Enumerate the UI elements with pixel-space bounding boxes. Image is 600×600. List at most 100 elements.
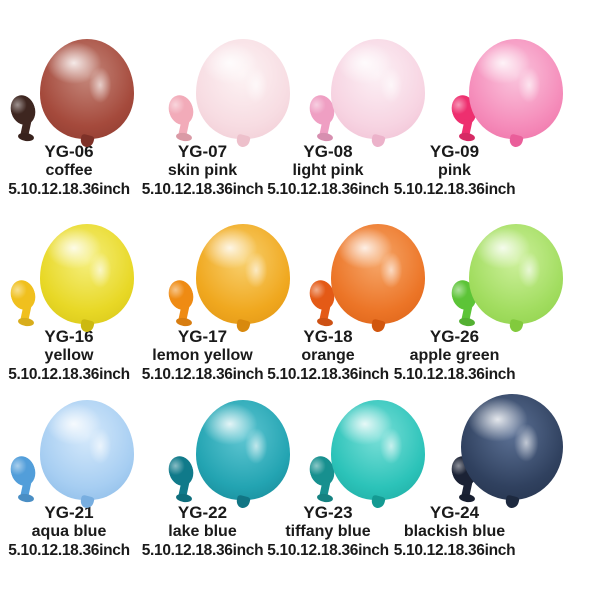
balloon-image (196, 224, 290, 334)
balloon-photo (0, 388, 138, 510)
balloon-photo (389, 208, 563, 334)
deflated-balloon-image (164, 453, 198, 504)
color-name: yellow (44, 347, 94, 364)
size-list: 5.10.12.18.36inch (393, 181, 516, 198)
product-code: YG-16 (44, 327, 94, 346)
color-name: blackish blue (403, 523, 506, 540)
product-code: YG-09 (429, 142, 480, 161)
size-list: 5.10.12.18.36inch (141, 542, 264, 559)
deflated-balloon-mouth (17, 492, 35, 504)
balloon-knot (235, 494, 251, 510)
balloon-knot (508, 133, 524, 149)
color-name: lemon yellow (152, 347, 253, 364)
balloon-image (461, 394, 563, 510)
balloon-photo (267, 388, 425, 510)
size-list: 5.10.12.18.36inch (393, 542, 516, 559)
product-code: YG-17 (177, 327, 228, 346)
balloon-photo (138, 208, 290, 334)
balloon-photo (138, 23, 290, 149)
product-code: YG-07 (177, 142, 228, 161)
balloon-image (469, 224, 563, 334)
product-card-yg-09: YG-09 pink 5.10.12.18.36inch (389, 0, 563, 203)
deflated-balloon-image (6, 453, 40, 504)
product-code: YG-21 (44, 503, 94, 522)
deflated-balloon-mouth (316, 492, 334, 504)
balloon-photo (138, 388, 290, 510)
deflated-balloon-image (164, 277, 198, 328)
balloon-image (331, 224, 425, 334)
deflated-balloon-mouth (316, 316, 334, 328)
size-list: 5.10.12.18.36inch (267, 366, 389, 383)
balloon-photo (0, 208, 138, 334)
deflated-balloon-mouth (175, 131, 193, 143)
deflated-balloon-image (164, 92, 198, 143)
balloon-image (196, 400, 290, 510)
balloon-image (40, 39, 134, 149)
balloon-image (331, 400, 425, 510)
color-name: apple green (409, 347, 500, 364)
size-list: 5.10.12.18.36inch (8, 542, 130, 559)
product-card-yg-26: YG-26 apple green 5.10.12.18.36inch (389, 203, 563, 388)
balloon-knot (508, 318, 524, 334)
balloon-knot (235, 133, 251, 149)
deflated-balloon-mouth (458, 492, 476, 504)
balloon-knot (370, 133, 386, 149)
balloon-photo (389, 23, 563, 149)
deflated-balloon-image (6, 92, 40, 143)
color-name: orange (301, 347, 355, 364)
size-list: 5.10.12.18.36inch (141, 181, 264, 198)
product-card-yg-24: YG-24 blackish blue 5.10.12.18.36inch (389, 388, 563, 570)
deflated-balloon-image (6, 277, 40, 328)
product-card-yg-17: YG-17 lemon yellow 5.10.12.18.36inch (138, 203, 290, 388)
balloon-image (469, 39, 563, 149)
balloon-photo (267, 208, 425, 334)
product-code: YG-26 (429, 327, 480, 346)
product-card-yg-16: YG-16 yellow 5.10.12.18.36inch (0, 203, 138, 388)
balloon-image (331, 39, 425, 149)
deflated-balloon-mouth (17, 131, 35, 143)
product-code: YG-22 (177, 503, 228, 522)
color-name: lake blue (168, 523, 237, 540)
size-list: 5.10.12.18.36inch (393, 366, 516, 383)
balloon-image (40, 400, 134, 510)
product-code: YG-08 (303, 142, 353, 161)
color-name: coffee (45, 162, 93, 179)
balloon-knot (370, 494, 386, 510)
product-code: YG-18 (303, 327, 353, 346)
deflated-balloon-mouth (175, 316, 193, 328)
size-list: 5.10.12.18.36inch (267, 542, 389, 559)
balloon-knot (504, 494, 520, 510)
deflated-balloon-mouth (175, 492, 193, 504)
color-name: light pink (292, 162, 364, 179)
balloon-photo (267, 23, 425, 149)
product-card-yg-23: YG-23 tiffany blue 5.10.12.18.36inch (267, 388, 425, 570)
product-card-yg-08: YG-08 light pink 5.10.12.18.36inch (267, 0, 425, 203)
product-code: YG-06 (44, 142, 94, 161)
deflated-balloon-mouth (17, 316, 35, 328)
size-list: 5.10.12.18.36inch (141, 366, 264, 383)
size-list: 5.10.12.18.36inch (8, 181, 130, 198)
size-list: 5.10.12.18.36inch (267, 181, 389, 198)
balloon-image (196, 39, 290, 149)
product-card-yg-22: YG-22 lake blue 5.10.12.18.36inch (138, 388, 290, 570)
balloon-photo (0, 23, 138, 149)
balloon-knot (235, 318, 251, 334)
product-code: YG-23 (303, 503, 353, 522)
color-name: pink (438, 162, 471, 179)
color-name: tiffany blue (285, 523, 371, 540)
size-list: 5.10.12.18.36inch (8, 366, 130, 383)
deflated-balloon-mouth (458, 316, 476, 328)
color-name: aqua blue (31, 523, 107, 540)
product-card-yg-21: YG-21 aqua blue 5.10.12.18.36inch (0, 388, 138, 570)
product-card-yg-18: YG-18 orange 5.10.12.18.36inch (267, 203, 425, 388)
product-code: YG-24 (429, 503, 480, 522)
product-card-yg-07: YG-07 skin pink 5.10.12.18.36inch (138, 0, 290, 203)
color-name: skin pink (167, 162, 238, 179)
deflated-balloon-mouth (458, 131, 476, 143)
balloon-photo (389, 388, 563, 510)
balloon-image (40, 224, 134, 334)
product-card-yg-06: YG-06 coffee 5.10.12.18.36inch (0, 0, 138, 203)
balloon-color-chart: YG-06 coffee 5.10.12.18.36inch YG-07 ski… (0, 0, 563, 570)
balloon-knot (370, 318, 386, 334)
deflated-balloon-mouth (316, 131, 334, 143)
